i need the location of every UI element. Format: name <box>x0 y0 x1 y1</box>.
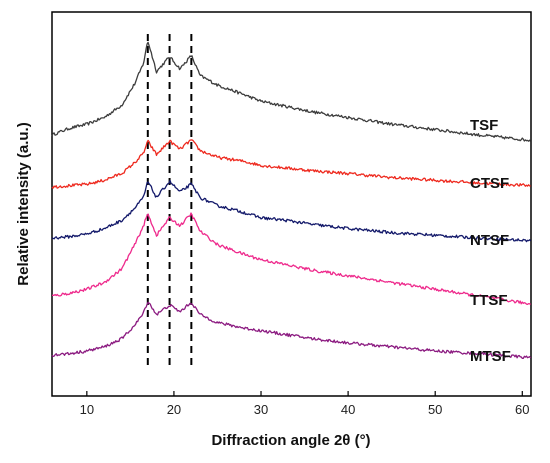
y-axis-title: Relative intensity (a.u.) <box>15 122 32 285</box>
series-label-tsf: TSF <box>470 117 498 134</box>
series-line-ttsf <box>52 212 532 306</box>
x-tick-label-40: 40 <box>341 402 355 417</box>
series-label-ttsf: TTSF <box>470 292 508 309</box>
series-line-ctsf <box>51 139 531 189</box>
x-axis-ticks: 10 20 30 40 50 60 <box>80 391 530 417</box>
series-line-tsf <box>51 41 532 142</box>
series-labels: TSF CTSF NTSF TTSF MTSF <box>470 117 511 365</box>
series-label-ctsf: CTSF <box>470 175 509 192</box>
series-line-mtsf <box>51 301 532 360</box>
plot-frame <box>51 11 532 397</box>
x-axis-title: Diffraction angle 2θ (°) <box>211 432 370 449</box>
reference-lines <box>146 34 193 368</box>
x-tick-label-60: 60 <box>515 402 529 417</box>
series-label-ntsf: NTSF <box>470 232 509 249</box>
x-tick-label-50: 50 <box>428 402 442 417</box>
series-line-ntsf <box>51 179 532 243</box>
x-tick-label-20: 20 <box>167 402 181 417</box>
x-tick-label-10: 10 <box>80 402 94 417</box>
series-layer <box>51 41 532 360</box>
x-tick-label-30: 30 <box>254 402 268 417</box>
series-label-mtsf: MTSF <box>470 348 511 365</box>
